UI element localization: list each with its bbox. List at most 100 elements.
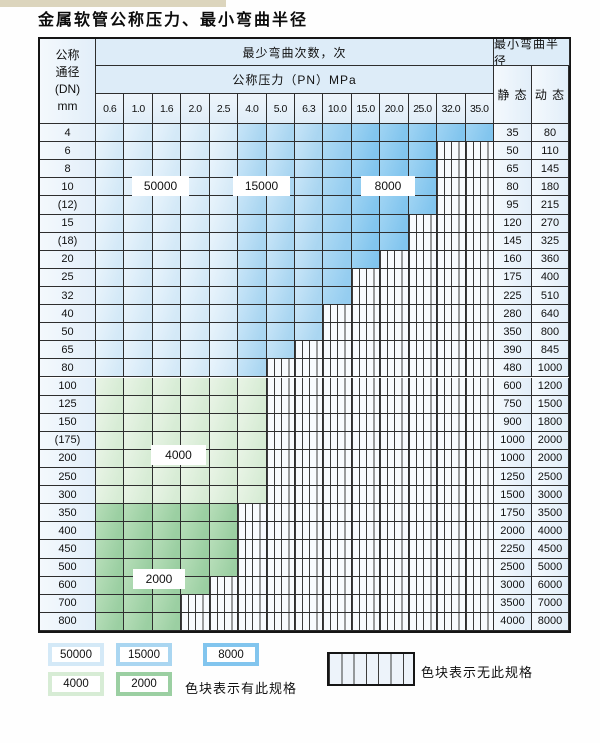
spec-cell [152, 268, 182, 287]
spec-cell [238, 486, 267, 505]
spec-cell [96, 486, 125, 505]
no-spec-cell [266, 594, 295, 613]
spec-cell [351, 250, 381, 269]
spec-cell [295, 305, 324, 324]
no-spec-cell [351, 612, 381, 631]
spec-cell [124, 594, 153, 613]
spec-cell [295, 142, 324, 161]
spec-cell [295, 286, 324, 306]
no-spec-cell [295, 395, 324, 414]
spec-cell [209, 486, 239, 505]
no-spec-cell [465, 431, 494, 450]
no-spec-cell [323, 540, 352, 559]
spec-cell [152, 286, 182, 306]
dynamic-radius-cell: 3500 [532, 504, 569, 523]
no-spec-cell [465, 268, 494, 287]
spec-cell [238, 431, 267, 450]
legend-no-spec-note: 色块表示无此规格 [421, 665, 534, 680]
dynamic-radius-cell: 2000 [532, 449, 569, 469]
static-radius-cell: 750 [494, 395, 532, 414]
pressure-value-header: 5.0 [266, 94, 295, 124]
spec-cell [152, 468, 182, 487]
spec-cell [209, 504, 239, 523]
spec-cell [295, 250, 324, 269]
no-spec-cell [351, 468, 381, 487]
no-spec-cell [465, 178, 494, 197]
static-radius-cell: 480 [494, 359, 532, 378]
spec-cell [380, 214, 409, 233]
static-radius-cell: 225 [494, 286, 532, 306]
spec-cell [238, 395, 267, 414]
no-spec-cell [266, 359, 295, 378]
no-spec-cell [380, 431, 409, 450]
spec-cell [181, 540, 210, 559]
no-spec-cell [295, 594, 324, 613]
no-spec-cell [380, 413, 409, 432]
spec-cell [124, 268, 153, 287]
no-spec-cell [437, 413, 466, 432]
spec-cell [295, 268, 324, 287]
spec-cell [408, 124, 438, 143]
no-spec-cell [351, 449, 381, 469]
dynamic-radius-cell: 110 [532, 142, 569, 161]
spec-cell [209, 449, 239, 469]
no-spec-cell [181, 594, 210, 613]
pressure-value-header: 2.0 [181, 94, 210, 124]
static-radius-cell: 900 [494, 413, 532, 432]
spec-cell [181, 522, 210, 541]
spec-cell [124, 431, 153, 450]
spec-cell [209, 377, 239, 396]
spec-cell [209, 124, 239, 143]
no-spec-cell [465, 504, 494, 523]
no-spec-cell [437, 232, 466, 251]
no-spec-cell [323, 323, 352, 342]
dynamic-header: 动 态 [532, 66, 569, 124]
no-spec-cell [380, 486, 409, 505]
no-spec-cell [351, 594, 381, 613]
spec-cell [209, 540, 239, 559]
spec-cell [295, 232, 324, 251]
no-spec-cell [351, 305, 381, 324]
no-spec-cell [408, 504, 438, 523]
dn-cell: 250 [40, 468, 96, 487]
dn-cell: 500 [40, 558, 96, 577]
no-spec-cell [238, 612, 267, 631]
spec-cell [152, 359, 182, 378]
no-spec-cell [351, 431, 381, 450]
no-spec-cell [266, 377, 295, 396]
cycle-count-label: 2000 [133, 569, 185, 589]
dn-cell: 6 [40, 142, 96, 161]
spec-cell [96, 612, 125, 631]
no-spec-cell [437, 142, 466, 161]
pressure-value-header: 0.6 [96, 94, 125, 124]
dn-cell: 8 [40, 160, 96, 179]
no-spec-cell [437, 305, 466, 324]
spec-cell [351, 214, 381, 233]
spec-cell [96, 160, 125, 179]
no-spec-cell [408, 377, 438, 396]
no-spec-cell [380, 576, 409, 595]
spec-cell [295, 196, 324, 215]
dynamic-radius-cell: 2500 [532, 468, 569, 487]
spec-cell [96, 286, 125, 306]
dn-cell: 50 [40, 323, 96, 342]
no-spec-cell [380, 268, 409, 287]
cycle-count-label: 15000 [233, 176, 290, 196]
spec-cell [181, 286, 210, 306]
dynamic-radius-cell: 845 [532, 341, 569, 360]
dynamic-radius-cell: 5000 [532, 558, 569, 577]
spec-cell [408, 142, 438, 161]
spec-cell [124, 323, 153, 342]
dynamic-radius-cell: 400 [532, 268, 569, 287]
spec-cell [266, 268, 295, 287]
no-spec-cell [408, 232, 438, 251]
spec-cell [152, 594, 182, 613]
no-spec-cell [351, 558, 381, 577]
pressure-value-header: 1.0 [124, 94, 153, 124]
spec-cell [181, 486, 210, 505]
pressure-value-header: 32.0 [437, 94, 466, 124]
no-spec-cell [380, 305, 409, 324]
no-spec-cell [437, 341, 466, 360]
no-spec-cell [295, 449, 324, 469]
static-radius-cell: 1000 [494, 449, 532, 469]
